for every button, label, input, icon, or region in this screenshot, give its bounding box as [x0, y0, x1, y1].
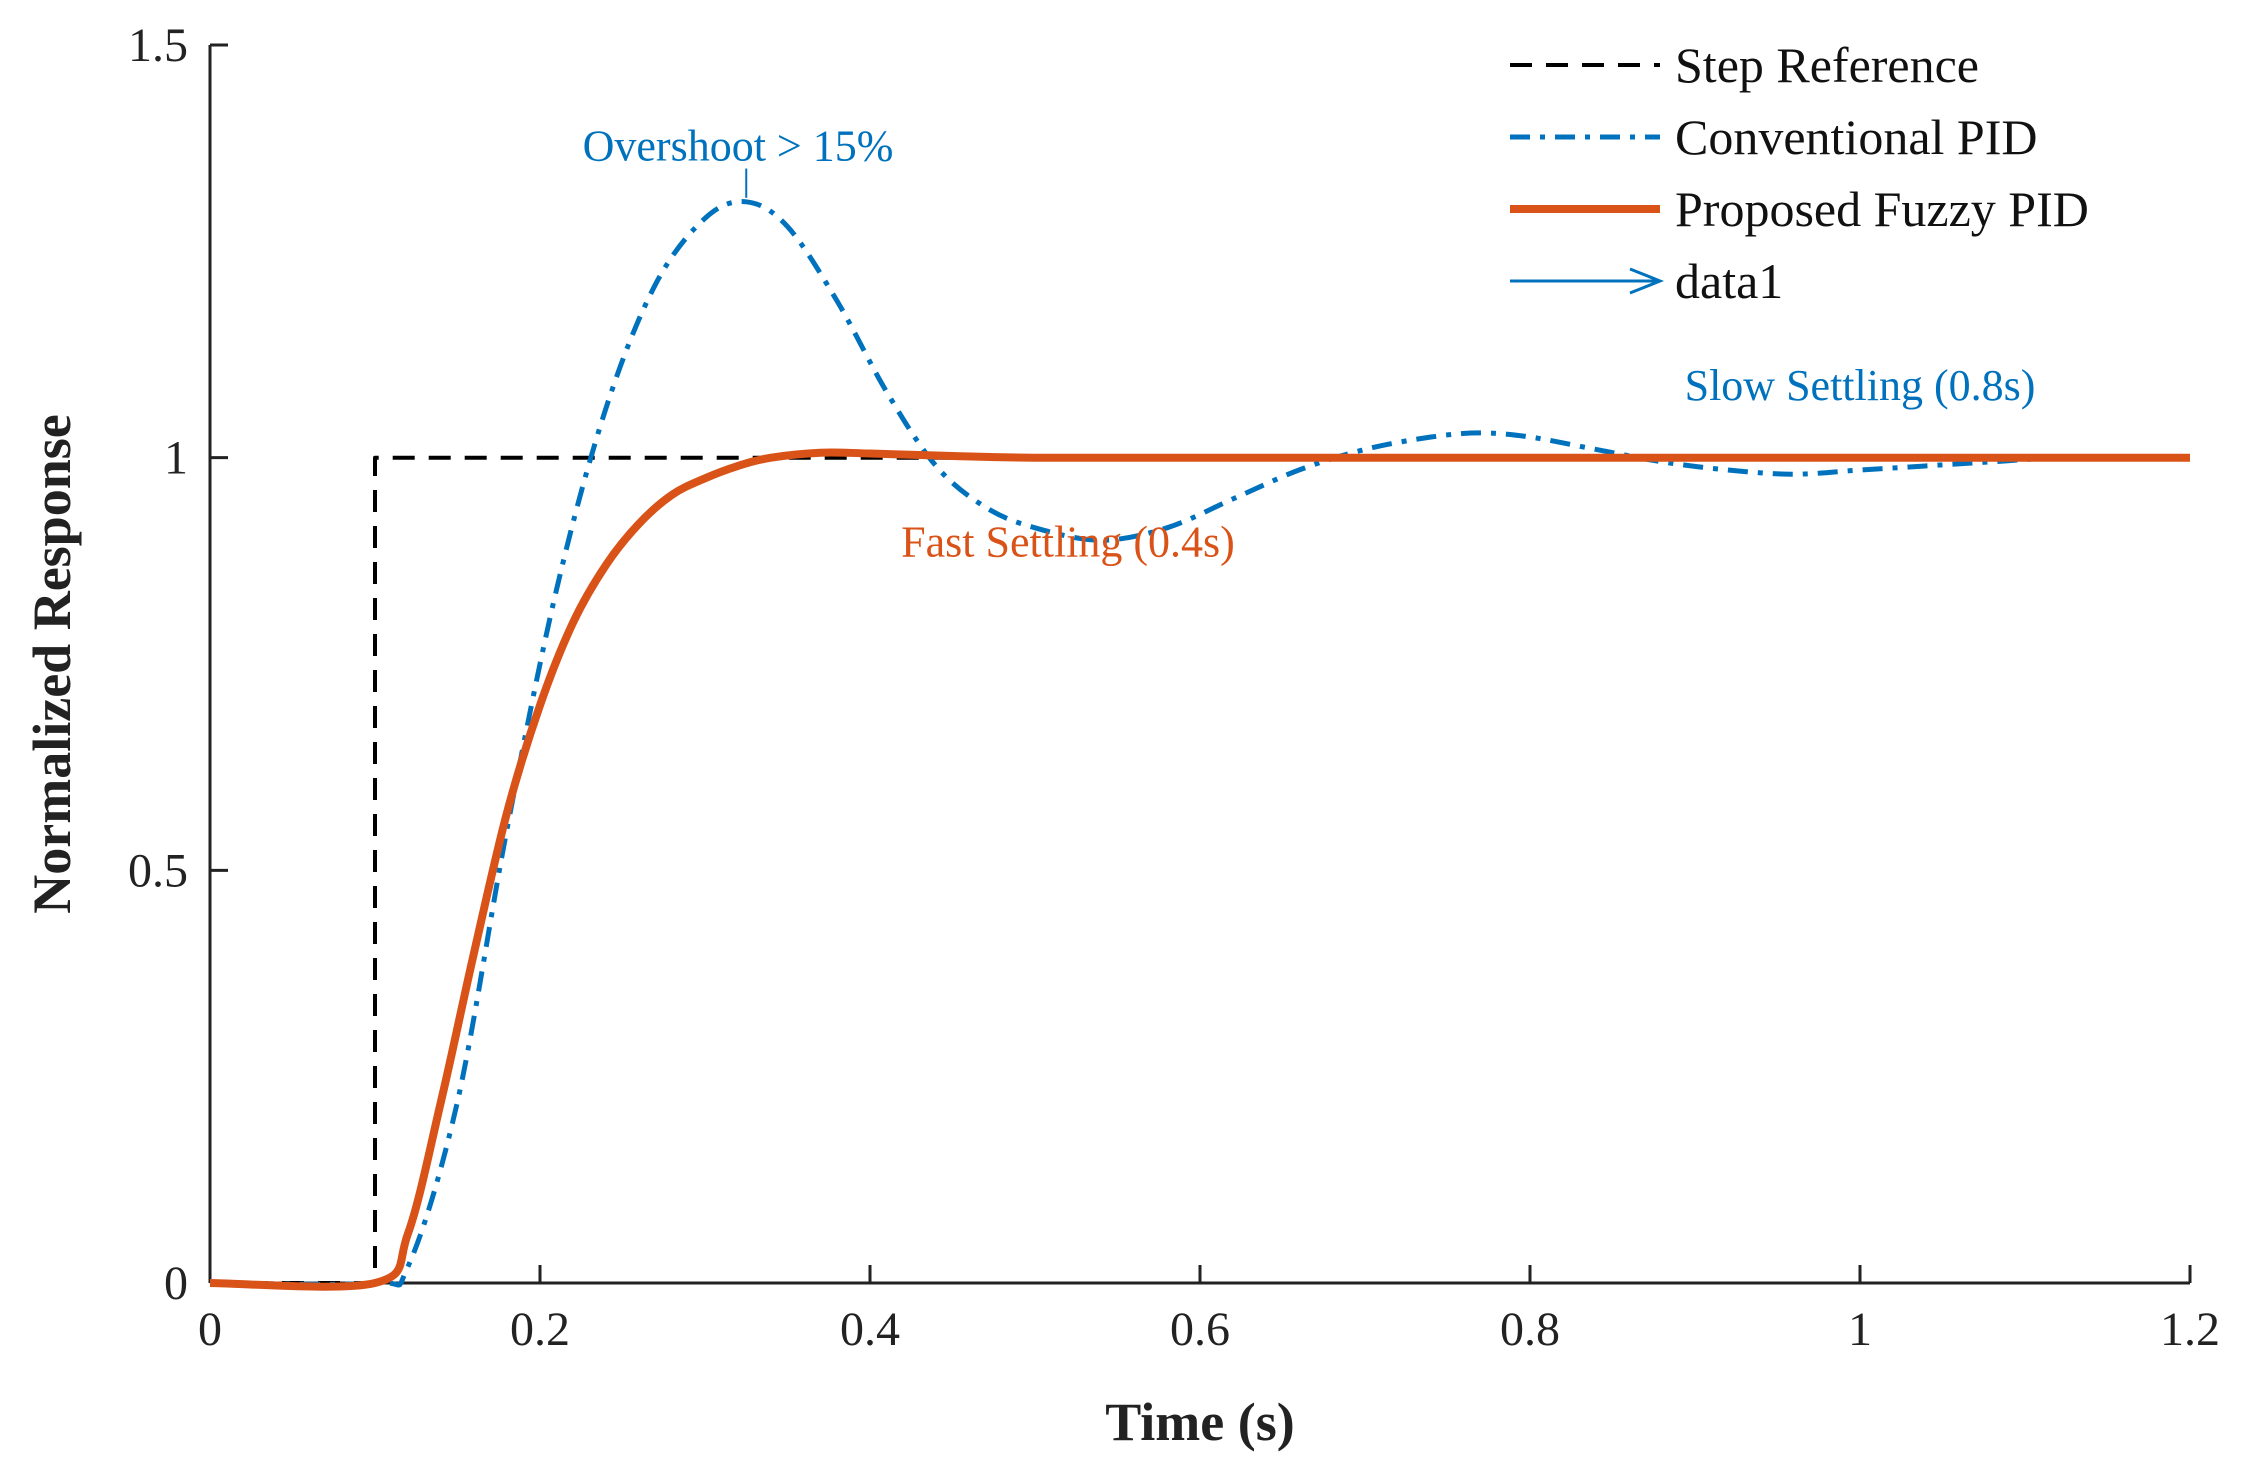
series-line-proposed-fuzzy-pid [209, 448, 2190, 1291]
legend-label: Proposed Fuzzy PID [1675, 181, 2089, 237]
x-tick-label: 1 [1848, 1303, 1872, 1356]
y-tick-label: 0.5 [128, 844, 188, 897]
legend-label: Step Reference [1675, 37, 1979, 93]
y-ticks: 0 0.5 1 1.5 [128, 19, 228, 1310]
x-ticks: 0 0.2 0.4 0.6 0.8 1 1.2 [198, 1265, 2220, 1356]
y-tick-label: 1.5 [128, 19, 188, 72]
series-line-step-reference [210, 455, 2190, 1285]
x-tick-label: 0.4 [840, 1303, 900, 1356]
legend-label: data1 [1675, 253, 1783, 309]
annotation-label: Fast Settling (0.4s) [901, 518, 1235, 567]
annotation-label: Slow Settling (0.8s) [1685, 361, 2036, 410]
legend: Step Reference Conventional PID Proposed F… [1510, 37, 2089, 309]
legend-arrow-head [1629, 267, 1665, 295]
series-layer [209, 199, 2190, 1291]
annotation-layer: Overshoot > 15% Slow Settling (0.8s) Fast … [583, 122, 2036, 567]
x-tick-label: 0.8 [1500, 1303, 1560, 1356]
x-axis-title: Time (s) [1105, 1392, 1294, 1452]
annotation-label: Overshoot > 15% [583, 122, 894, 171]
y-axis-title: Normalized Response [22, 414, 82, 913]
x-tick-label: 1.2 [2160, 1303, 2220, 1356]
x-tick-label: 0.2 [510, 1303, 570, 1356]
x-tick-label: 0.6 [1170, 1303, 1230, 1356]
y-tick-label: 1 [164, 432, 188, 485]
legend-label: Conventional PID [1675, 109, 2037, 165]
y-tick-label: 0 [164, 1257, 188, 1310]
x-tick-label: 0 [198, 1303, 222, 1356]
